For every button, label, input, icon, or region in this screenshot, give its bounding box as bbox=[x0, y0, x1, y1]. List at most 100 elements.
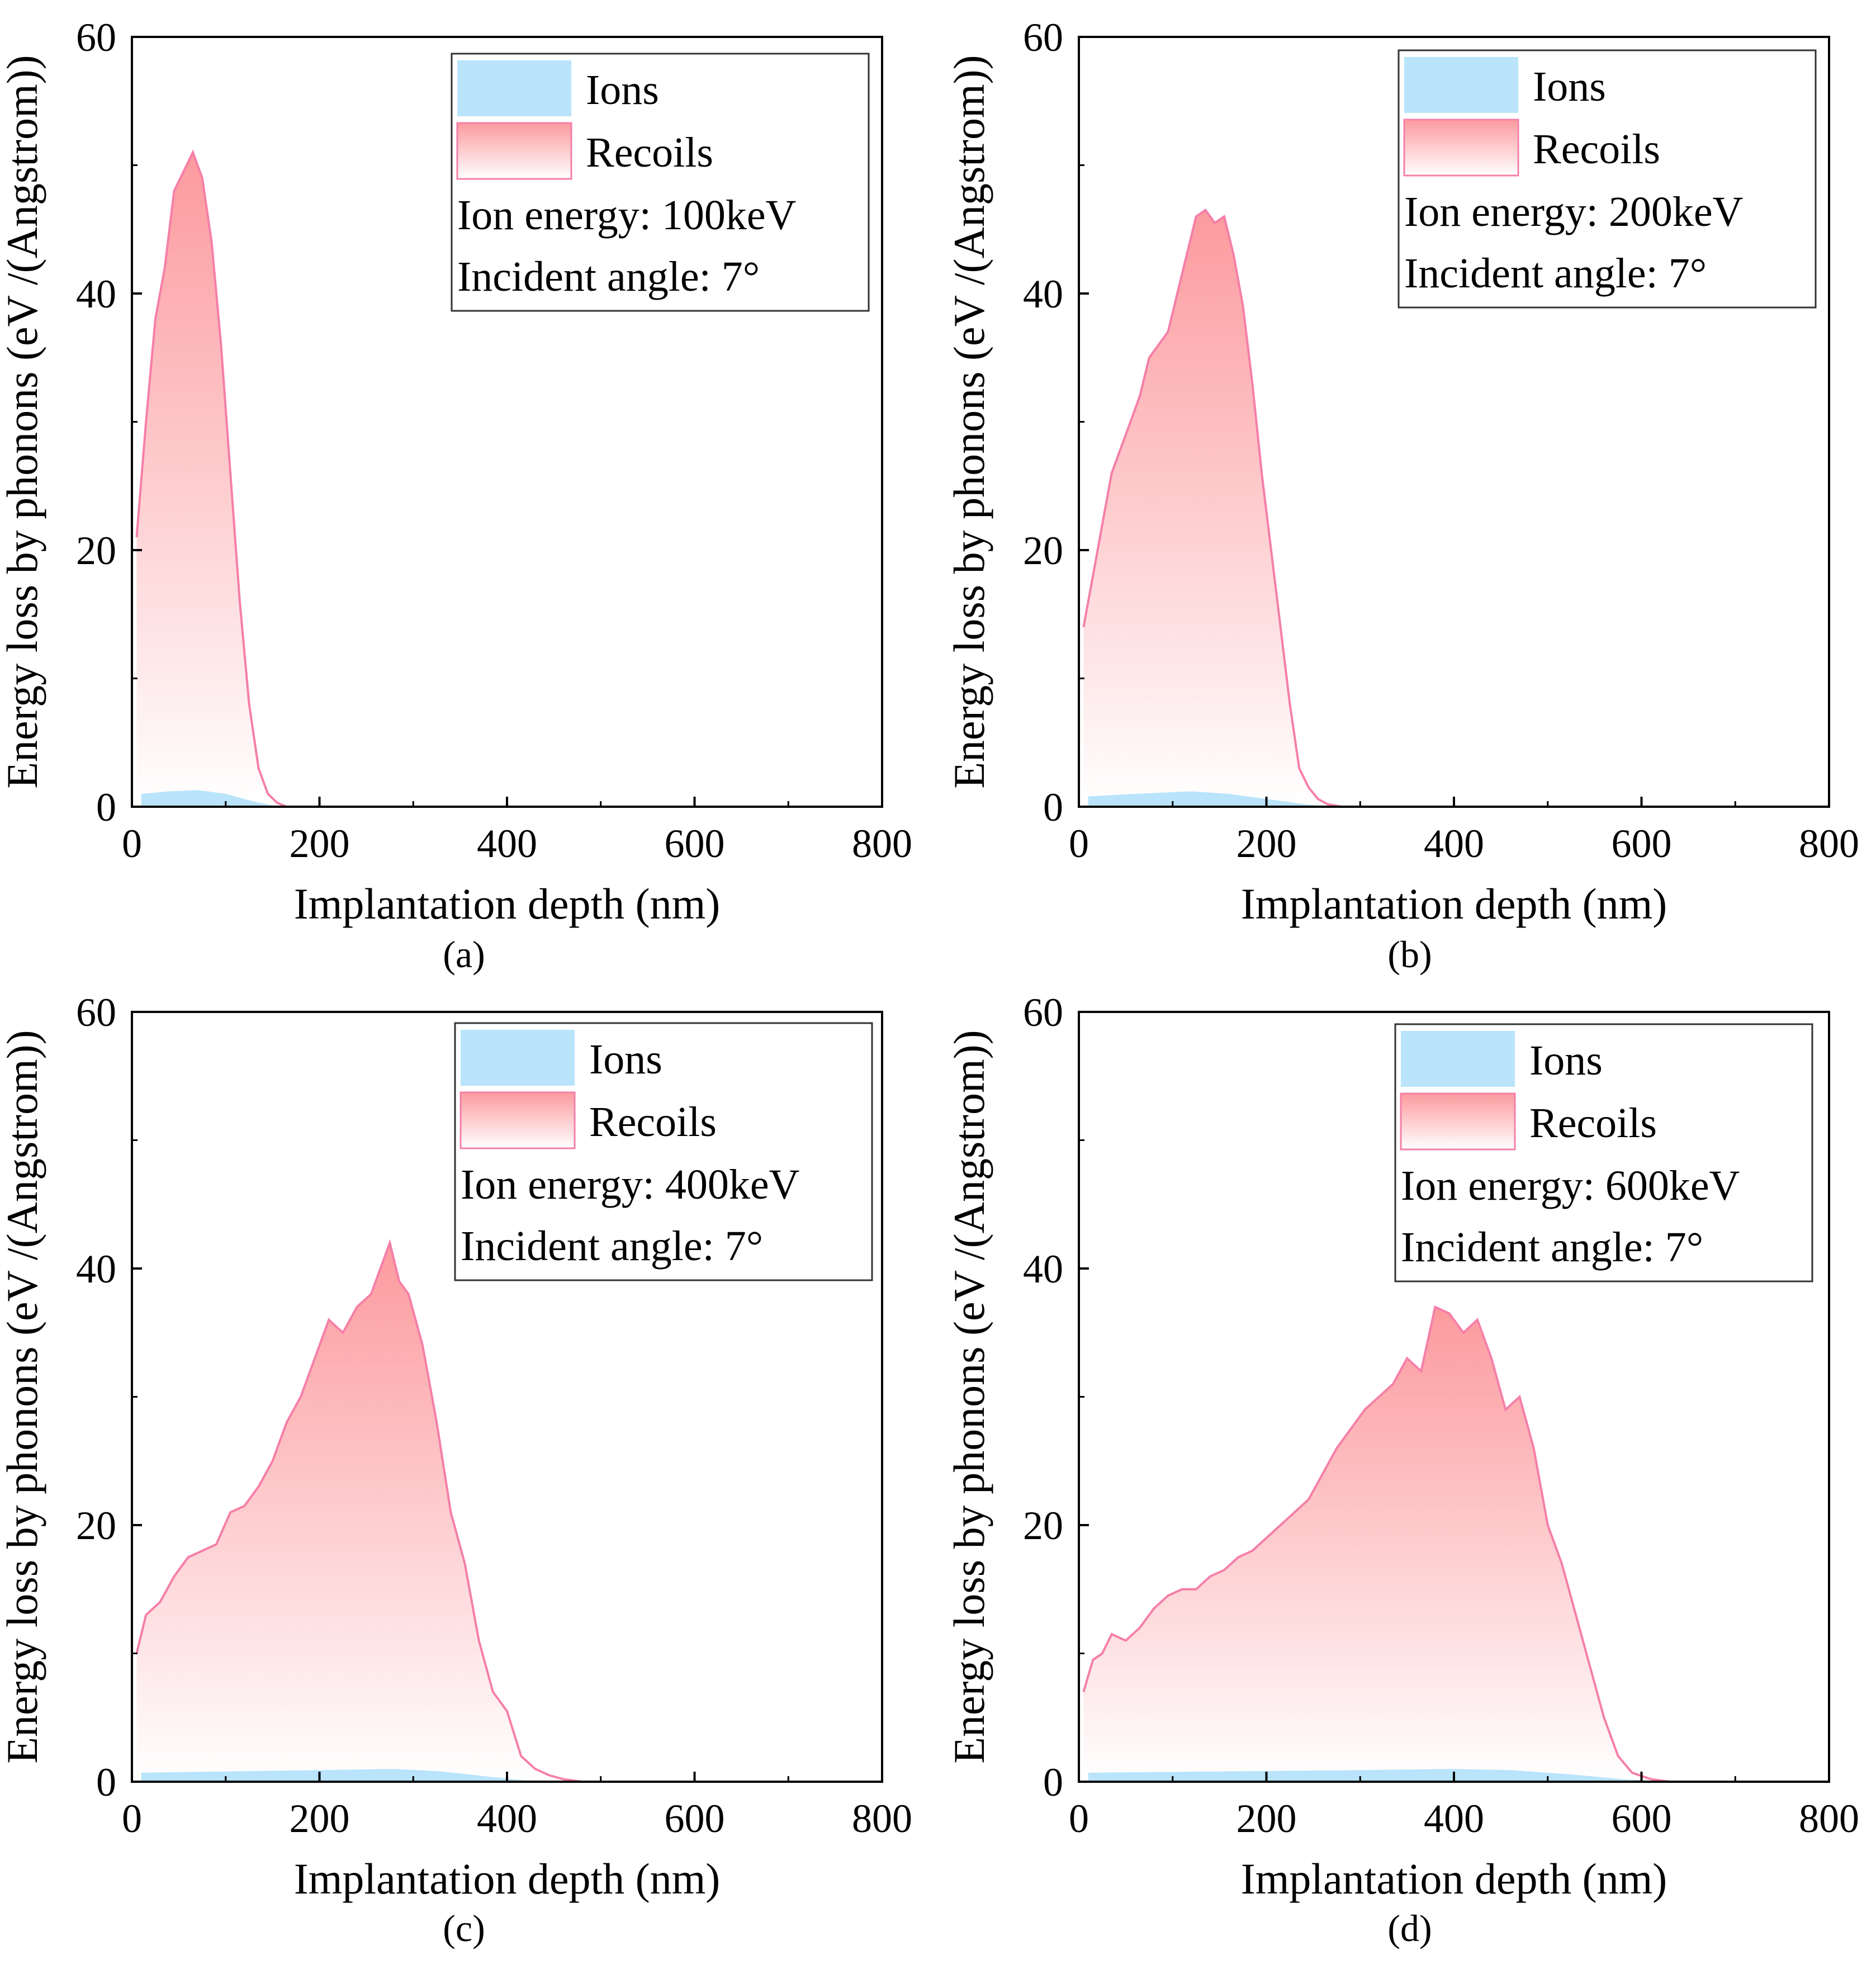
x-axis-title: Implantation depth (nm) bbox=[1241, 1854, 1667, 1903]
panel-label: (a) bbox=[443, 933, 485, 976]
y-tick-label: 0 bbox=[96, 1760, 116, 1805]
x-tick-label: 800 bbox=[1799, 1796, 1859, 1841]
panel-b: 0 200 400 600 800 0 20 40 60 Implantation depth (… bbox=[945, 15, 1859, 976]
x-tick-label: 800 bbox=[1799, 821, 1859, 866]
y-tick-label: 20 bbox=[1023, 528, 1063, 573]
recoils-line bbox=[1082, 1305, 1829, 1783]
y-axis-title: Energy loss by phonons (eV /(Angstrom)) bbox=[0, 1030, 46, 1763]
panel-c: 0 200 400 600 800 0 20 40 60 Implantation depth (… bbox=[0, 990, 912, 1949]
legend-incident-angle: Incident angle: 7° bbox=[457, 253, 760, 300]
recoils-line bbox=[135, 1239, 882, 1783]
y-tick-label: 20 bbox=[76, 1503, 116, 1548]
legend-swatch-recoils bbox=[1400, 1092, 1516, 1151]
legend-swatch-ions bbox=[461, 1030, 575, 1086]
recoils-area bbox=[1083, 1307, 1829, 1782]
recoils-area bbox=[1083, 210, 1829, 807]
x-tick-label: 200 bbox=[290, 821, 350, 866]
x-tick-label: 400 bbox=[1424, 821, 1484, 866]
recoils-area bbox=[136, 152, 882, 807]
panel-label: (b) bbox=[1387, 933, 1432, 976]
legend-label-recoils: Recoils bbox=[1533, 126, 1660, 173]
legend-label-recoils: Recoils bbox=[586, 129, 713, 176]
x-tick-label: 0 bbox=[122, 821, 142, 866]
legend-label-ions: Ions bbox=[1533, 63, 1606, 110]
x-tick-label: 600 bbox=[1612, 1796, 1672, 1841]
series-layer bbox=[135, 1239, 882, 1783]
x-tick-label: 0 bbox=[122, 1796, 142, 1841]
x-tick-label: 400 bbox=[477, 1796, 537, 1841]
x-tick-label: 200 bbox=[290, 1796, 350, 1841]
y-tick-label: 0 bbox=[1043, 785, 1063, 830]
legend-label-ions: Ions bbox=[586, 67, 659, 113]
x-axis-title: Implantation depth (nm) bbox=[1241, 879, 1667, 928]
x-tick-label: 200 bbox=[1237, 821, 1297, 866]
legend-swatch-ions bbox=[457, 60, 571, 116]
y-tick-label: 40 bbox=[1023, 1247, 1063, 1291]
series-layer bbox=[135, 149, 882, 808]
x-axis-title: Implantation depth (nm) bbox=[294, 1854, 720, 1903]
legend-ion-energy: Ion energy: 400keV bbox=[461, 1161, 800, 1208]
panel-d: 0 200 400 600 800 0 20 40 60 Implantation depth (… bbox=[945, 990, 1859, 1949]
ions-area bbox=[1088, 791, 1829, 807]
y-tick-label: 60 bbox=[1023, 15, 1063, 60]
y-tick-label: 60 bbox=[76, 15, 116, 60]
axes-layer: 0 200 400 600 800 0 20 40 60 Implantation depth (… bbox=[0, 990, 912, 1903]
axes-layer: 0 200 400 600 800 0 20 40 60 Implantation depth (… bbox=[945, 990, 1859, 1903]
legend-ion-energy: Ion energy: 600keV bbox=[1401, 1162, 1740, 1209]
series-layer bbox=[1082, 209, 1829, 808]
legend-label-recoils: Recoils bbox=[589, 1099, 717, 1146]
legend: Ions Recoils Ion energy: 400keV Incident… bbox=[454, 1022, 873, 1281]
x-tick-label: 600 bbox=[1612, 821, 1672, 866]
legend-incident-angle: Incident angle: 7° bbox=[461, 1223, 763, 1270]
series-layer bbox=[1082, 1305, 1829, 1783]
y-axis-title: Energy loss by phonons (eV /(Angstrom)) bbox=[0, 55, 46, 788]
y-tick-label: 60 bbox=[1023, 990, 1063, 1035]
y-tick-label: 20 bbox=[76, 528, 116, 573]
legend-label-recoils: Recoils bbox=[1529, 1100, 1657, 1147]
x-tick-label: 600 bbox=[665, 821, 725, 866]
x-tick-label: 0 bbox=[1069, 1796, 1089, 1841]
legend-swatch-recoils bbox=[1403, 119, 1519, 177]
y-tick-label: 20 bbox=[1023, 1503, 1063, 1548]
legend-swatch-ions bbox=[1401, 1031, 1515, 1087]
y-axis-title: Energy loss by phonons (eV /(Angstrom)) bbox=[945, 1030, 993, 1763]
legend-incident-angle: Incident angle: 7° bbox=[1404, 250, 1707, 297]
y-tick-label: 60 bbox=[76, 990, 116, 1035]
legend-ion-energy: Ion energy: 200keV bbox=[1404, 188, 1744, 235]
legend-label-ions: Ions bbox=[1529, 1037, 1603, 1084]
legend-ion-energy: Ion energy: 100keV bbox=[457, 192, 797, 239]
legend-label-ions: Ions bbox=[589, 1036, 662, 1083]
ions-area bbox=[141, 790, 882, 807]
legend-incident-angle: Incident angle: 7° bbox=[1401, 1224, 1703, 1271]
legend: Ions Recoils Ion energy: 200keV Incident… bbox=[1397, 49, 1817, 309]
recoils-line bbox=[1082, 209, 1829, 808]
x-tick-label: 400 bbox=[477, 821, 537, 866]
ions-area bbox=[141, 1769, 882, 1782]
y-axis-title: Energy loss by phonons (eV /(Angstrom)) bbox=[945, 55, 993, 788]
legend: Ions Recoils Ion energy: 100keV Incident… bbox=[451, 53, 870, 312]
x-tick-label: 400 bbox=[1424, 1796, 1484, 1841]
ions-area bbox=[1088, 1769, 1829, 1782]
recoils-line bbox=[135, 149, 882, 808]
y-tick-label: 40 bbox=[76, 272, 116, 316]
x-tick-label: 800 bbox=[852, 821, 912, 866]
x-axis-title: Implantation depth (nm) bbox=[294, 879, 720, 928]
y-tick-label: 0 bbox=[1043, 1760, 1063, 1805]
x-tick-label: 800 bbox=[852, 1796, 912, 1841]
x-tick-label: 600 bbox=[665, 1796, 725, 1841]
legend-swatch-recoils bbox=[459, 1091, 576, 1149]
axes-layer: 0 200 400 600 800 0 20 40 60 Implantation depth (… bbox=[945, 15, 1859, 928]
legend-swatch-recoils bbox=[456, 122, 572, 180]
y-tick-label: 0 bbox=[96, 785, 116, 830]
x-tick-label: 200 bbox=[1237, 1796, 1297, 1841]
panel-label: (c) bbox=[443, 1907, 485, 1949]
legend: Ions Recoils Ion energy: 600keV Incident… bbox=[1394, 1023, 1813, 1282]
panel-label: (d) bbox=[1387, 1907, 1432, 1949]
y-tick-label: 40 bbox=[1023, 272, 1063, 316]
legend-swatch-ions bbox=[1404, 57, 1518, 113]
panel-a: 0 200 400 600 800 0 20 40 60 Implantation depth (… bbox=[0, 15, 912, 976]
x-tick-label: 0 bbox=[1069, 821, 1089, 866]
axes-layer: 0 200 400 600 800 0 20 40 60 Implantation depth (… bbox=[0, 15, 912, 928]
recoils-area bbox=[136, 1243, 882, 1782]
